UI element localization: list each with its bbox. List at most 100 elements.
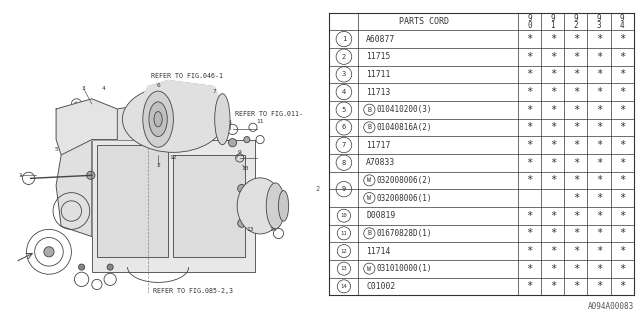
Text: *: * (619, 264, 625, 274)
Text: *: * (573, 281, 579, 291)
Text: 9: 9 (573, 14, 578, 23)
Text: 11717: 11717 (366, 140, 390, 149)
Text: *: * (550, 228, 556, 238)
Text: W: W (367, 195, 371, 201)
Text: *: * (619, 211, 625, 221)
Text: 11: 11 (340, 231, 348, 236)
Circle shape (244, 137, 250, 143)
Circle shape (107, 264, 113, 270)
Text: *: * (573, 175, 579, 185)
Text: *: * (596, 158, 602, 168)
Text: *: * (573, 87, 579, 97)
Text: B: B (367, 124, 371, 130)
Text: 11: 11 (257, 119, 264, 124)
Text: *: * (596, 140, 602, 150)
Text: *: * (573, 246, 579, 256)
Text: 4: 4 (342, 89, 346, 95)
Text: 9: 9 (527, 14, 532, 23)
Text: D00819: D00819 (366, 211, 396, 220)
Text: *: * (527, 122, 532, 132)
Text: *: * (573, 52, 579, 62)
Text: *: * (619, 122, 625, 132)
Text: *: * (619, 246, 625, 256)
Bar (92, 140, 255, 272)
Text: *: * (619, 281, 625, 291)
Text: *: * (573, 122, 579, 132)
Text: *: * (550, 175, 556, 185)
Text: 1: 1 (19, 173, 22, 178)
Text: 14: 14 (340, 284, 348, 289)
Text: *: * (596, 228, 602, 238)
Text: 13: 13 (340, 266, 348, 271)
Circle shape (44, 247, 54, 257)
Text: *: * (573, 69, 579, 79)
Polygon shape (56, 99, 117, 155)
Text: 031010000(1): 031010000(1) (376, 264, 432, 273)
Ellipse shape (154, 112, 162, 127)
Polygon shape (143, 80, 220, 109)
Text: A094A00083: A094A00083 (588, 301, 634, 310)
Text: 4: 4 (102, 86, 106, 91)
Text: REFER TO FIG.085-2,3: REFER TO FIG.085-2,3 (153, 288, 233, 293)
Text: 7: 7 (212, 89, 216, 94)
Text: 9: 9 (596, 14, 602, 23)
Text: *: * (527, 211, 532, 221)
Circle shape (74, 102, 79, 106)
Text: 13: 13 (246, 227, 253, 232)
Ellipse shape (122, 86, 225, 152)
Ellipse shape (266, 183, 285, 229)
Text: B: B (367, 230, 371, 236)
Text: 8: 8 (228, 120, 232, 125)
Text: *: * (573, 211, 579, 221)
Text: 3: 3 (342, 71, 346, 77)
Polygon shape (56, 140, 92, 236)
Text: 11713: 11713 (366, 88, 390, 97)
Text: *: * (550, 69, 556, 79)
Text: *: * (596, 193, 602, 203)
Text: *: * (573, 140, 579, 150)
Text: 2: 2 (316, 186, 320, 192)
Text: REFER TO FIG.011-: REFER TO FIG.011- (235, 111, 303, 117)
Text: *: * (550, 264, 556, 274)
Bar (173, 155, 245, 257)
Text: *: * (596, 211, 602, 221)
Text: 14: 14 (269, 227, 277, 232)
Text: *: * (550, 158, 556, 168)
Text: A70833: A70833 (366, 158, 396, 167)
Text: *: * (527, 105, 532, 115)
Ellipse shape (278, 191, 289, 221)
Text: 12: 12 (170, 156, 177, 160)
Text: 11715: 11715 (366, 52, 390, 61)
Text: PARTS CORD: PARTS CORD (399, 17, 449, 26)
Text: *: * (619, 52, 625, 62)
Text: *: * (527, 69, 532, 79)
Text: 1: 1 (342, 36, 346, 42)
Text: *: * (550, 122, 556, 132)
Text: *: * (619, 105, 625, 115)
Text: *: * (573, 105, 579, 115)
Text: *: * (550, 140, 556, 150)
Text: 2: 2 (156, 163, 160, 168)
Text: *: * (596, 52, 602, 62)
Text: *: * (527, 140, 532, 150)
Text: 9: 9 (342, 186, 346, 192)
Polygon shape (92, 104, 158, 140)
Text: *: * (573, 34, 579, 44)
Text: 5: 5 (54, 147, 58, 152)
Text: 7: 7 (342, 142, 346, 148)
Text: 6: 6 (156, 83, 160, 88)
Text: 3: 3 (82, 86, 86, 91)
Circle shape (237, 184, 246, 193)
Text: *: * (619, 193, 625, 203)
Text: 10: 10 (340, 213, 348, 218)
Text: *: * (527, 246, 532, 256)
Text: *: * (550, 34, 556, 44)
Text: 2: 2 (573, 21, 578, 30)
Text: 4: 4 (620, 21, 625, 30)
Ellipse shape (149, 102, 167, 137)
Text: 01040816A(2): 01040816A(2) (376, 123, 432, 132)
Ellipse shape (143, 91, 173, 147)
Text: REFER TO FIG.046-1: REFER TO FIG.046-1 (151, 73, 223, 79)
Text: 2: 2 (342, 54, 346, 60)
Text: W: W (367, 266, 371, 272)
